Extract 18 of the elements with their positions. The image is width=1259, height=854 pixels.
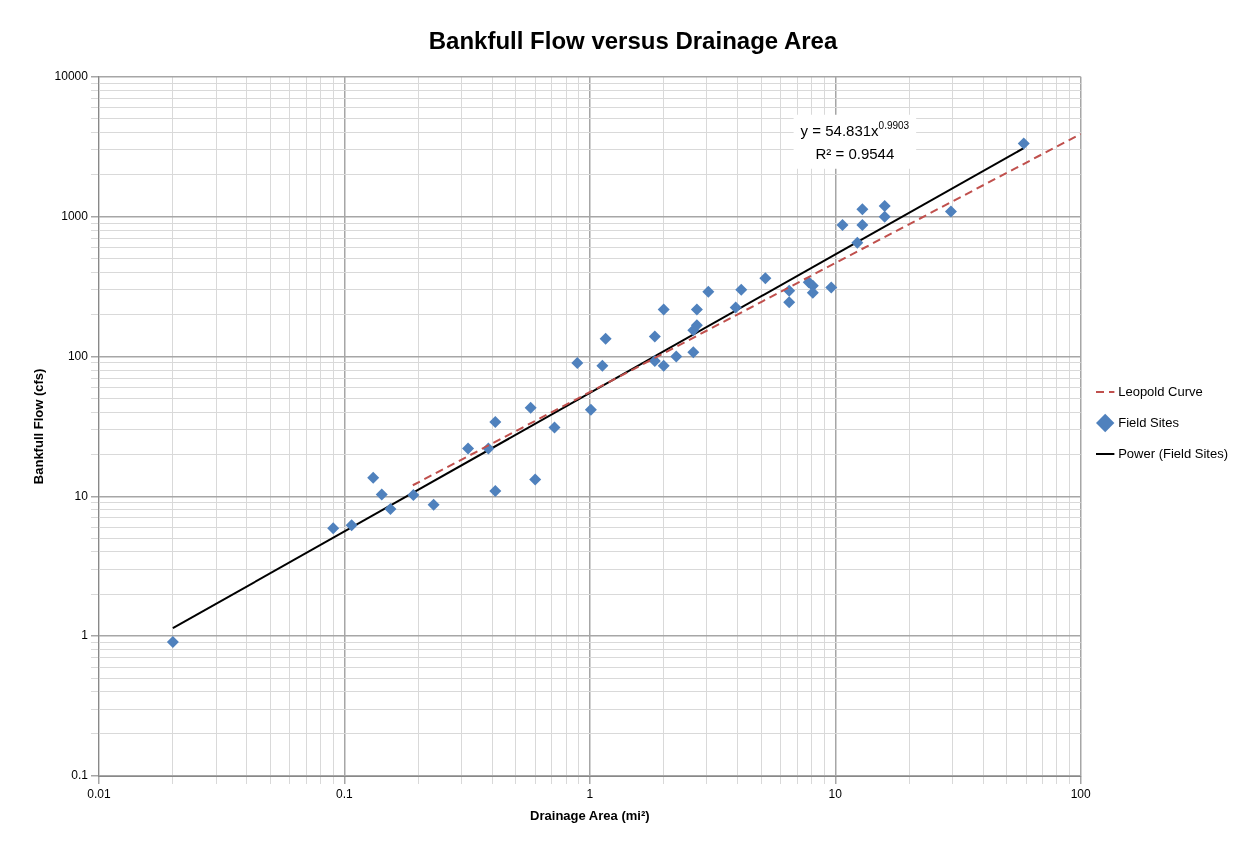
x-tick-label: 0.1: [336, 786, 354, 801]
legend-label: Field Sites: [1118, 414, 1180, 430]
y-tick-label: 1: [81, 628, 89, 643]
x-tick-label: 10: [828, 786, 843, 801]
chart-title: Bankfull Flow versus Drainage Area: [428, 27, 838, 55]
y-tick-label: 10000: [54, 69, 89, 84]
legend-label: Power (Field Sites): [1118, 445, 1228, 461]
x-tick-label: 100: [1070, 786, 1092, 801]
y-tick-label: 10: [74, 488, 89, 503]
y-axis-title: Bankfull Flow (cfs): [31, 368, 47, 485]
legend-label: Leopold Curve: [1118, 383, 1203, 399]
annotation: R² = 0.9544: [815, 144, 895, 162]
x-axis-title: Drainage Area (mi²): [530, 807, 650, 823]
y-tick-label: 0.1: [71, 768, 89, 783]
x-tick-label: 1: [586, 786, 594, 801]
x-tick-label: 0.01: [87, 786, 111, 801]
y-tick-label: 1000: [61, 208, 89, 223]
y-tick-label: 100: [67, 348, 89, 363]
